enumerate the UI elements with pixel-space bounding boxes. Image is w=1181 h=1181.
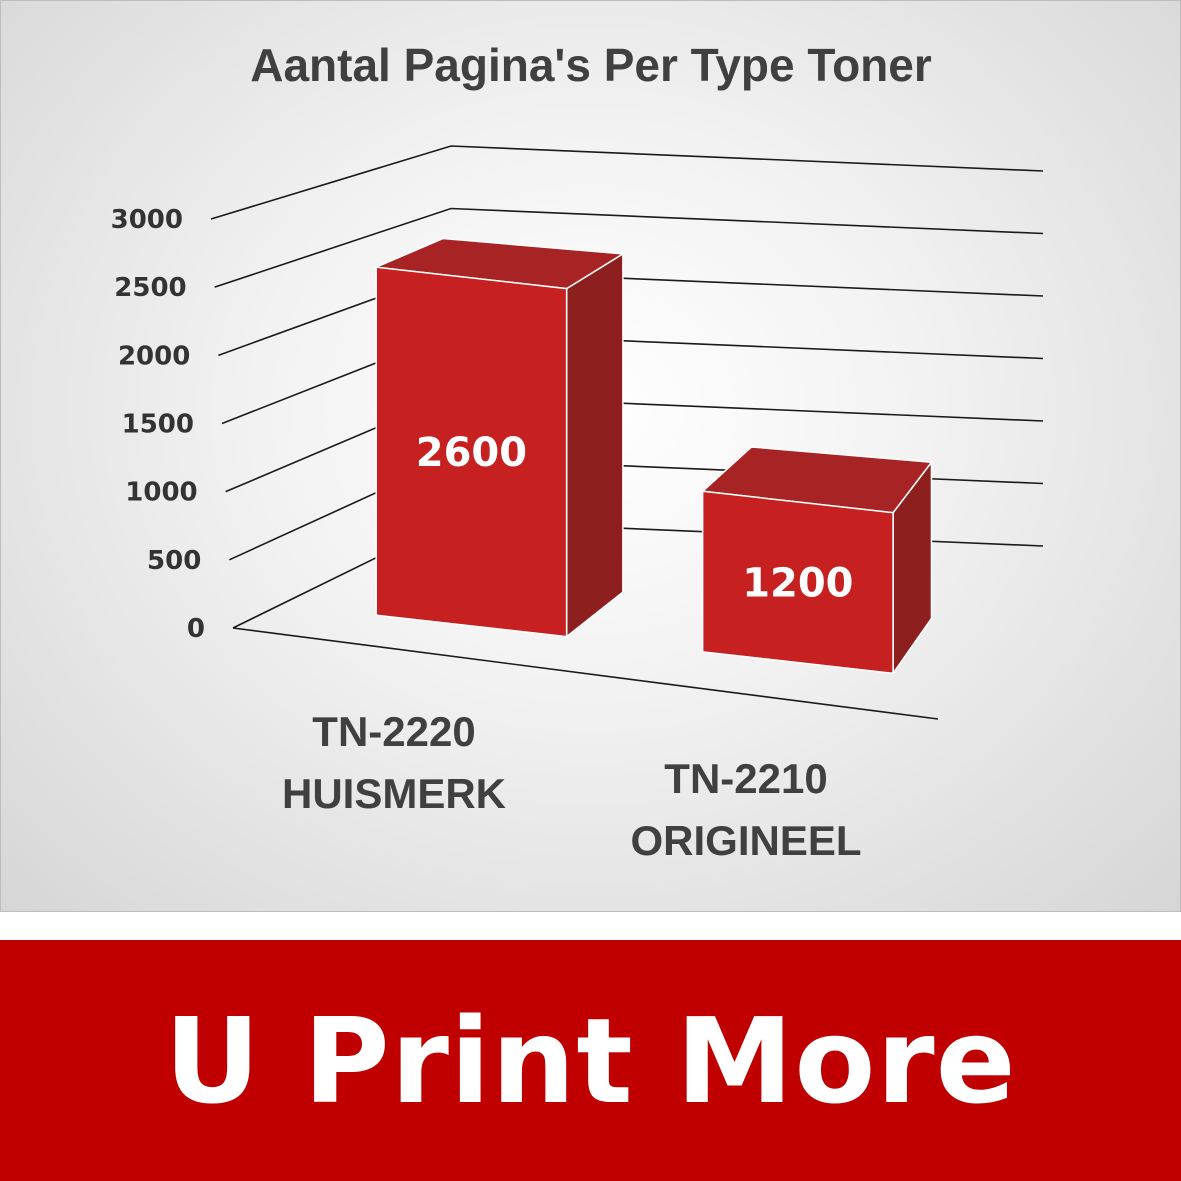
bars: 2600 1200 <box>373 237 933 676</box>
y-tick-label: 2000 <box>118 341 190 371</box>
gridline <box>218 270 1044 357</box>
bar: 1200 <box>700 446 933 676</box>
chart-area: Aantal Pagina's Per Type Toner 0 500 1000 1… <box>0 0 1181 912</box>
x-category-label: HUISMERK <box>282 770 506 817</box>
y-tick-label: 2500 <box>114 273 186 303</box>
y-tick-label: 1000 <box>125 478 197 508</box>
chart-title: Aantal Pagina's Per Type Toner <box>250 39 932 91</box>
gridline <box>210 145 1044 220</box>
data-label: 1200 <box>742 560 853 606</box>
brand-banner: U Print More <box>0 940 1181 1181</box>
gridline <box>221 332 1044 425</box>
bar: 2600 <box>373 237 626 639</box>
x-category-label: TN-2210 <box>664 755 827 802</box>
y-tick-label: 3000 <box>111 205 183 235</box>
y-tick-label: 1500 <box>122 410 194 440</box>
x-axis-line <box>232 627 939 720</box>
banner-text: U Print More <box>164 991 1017 1130</box>
y-axis-ticks: 0 500 1000 1500 2000 2500 3000 <box>111 205 205 644</box>
data-label: 2600 <box>416 430 527 476</box>
x-category-label: TN-2220 <box>312 708 475 755</box>
bar-side-face <box>565 252 624 639</box>
y-tick-label: 0 <box>187 614 205 644</box>
chart-svg: Aantal Pagina's Per Type Toner 0 500 1000 1… <box>111 39 1044 864</box>
y-tick-label: 500 <box>147 546 201 576</box>
x-axis-labels: TN-2220 HUISMERK TN-2210 ORIGINEEL <box>282 708 862 864</box>
bar-front-face <box>375 266 568 638</box>
bar-front-face <box>701 490 894 675</box>
x-category-label: ORIGINEEL <box>630 817 861 864</box>
gridline <box>214 207 1044 288</box>
